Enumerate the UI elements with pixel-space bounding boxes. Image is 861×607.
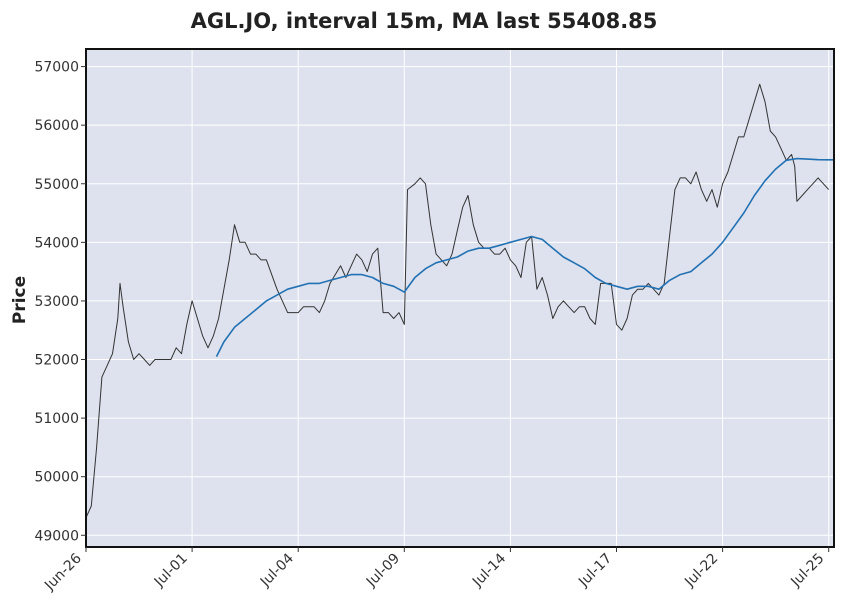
y-tick-label: 56000 xyxy=(34,118,79,134)
plot-frame xyxy=(85,48,835,548)
grid-lines xyxy=(85,49,834,547)
moving-average-line xyxy=(215,157,834,357)
x-tick-label: Jul-14 xyxy=(469,550,509,590)
x-tick-label: Jun-26 xyxy=(41,550,85,594)
x-tick-label: Jul-01 xyxy=(151,551,191,591)
y-tick-label: 52000 xyxy=(34,353,79,369)
x-tick-label: Jul-25 xyxy=(787,551,827,591)
y-tick-label: 53000 xyxy=(34,294,79,310)
y-tick-label: 54000 xyxy=(34,235,79,251)
price-line xyxy=(85,83,830,518)
y-axis-label: Price xyxy=(10,276,30,324)
x-tick-label: Jul-17 xyxy=(575,551,615,591)
x-tick-label: Jul-09 xyxy=(363,551,403,591)
x-tick-label: Jul-22 xyxy=(681,551,721,591)
y-tick-label: 55000 xyxy=(34,177,79,193)
y-tick-label: 57000 xyxy=(34,60,79,76)
y-tick-label: 51000 xyxy=(34,411,79,427)
series-layer xyxy=(85,83,834,518)
x-tick-label: Jul-04 xyxy=(257,550,297,590)
y-axis-ticks: 49000 50000 51000 52000 53000 54000 55000 56000… xyxy=(34,60,86,544)
y-tick-label: 49000 xyxy=(34,528,79,544)
y-tick-label: 50000 xyxy=(34,470,79,486)
plot-area xyxy=(86,49,834,547)
x-axis-ticks: Jun-26 Jul-01 Jul-04 Jul-09 Jul-14 Jul-17 Jul-… xyxy=(41,547,830,594)
chart-title: AGL.JO, interval 15m, MA last 55408.85 xyxy=(191,9,658,33)
